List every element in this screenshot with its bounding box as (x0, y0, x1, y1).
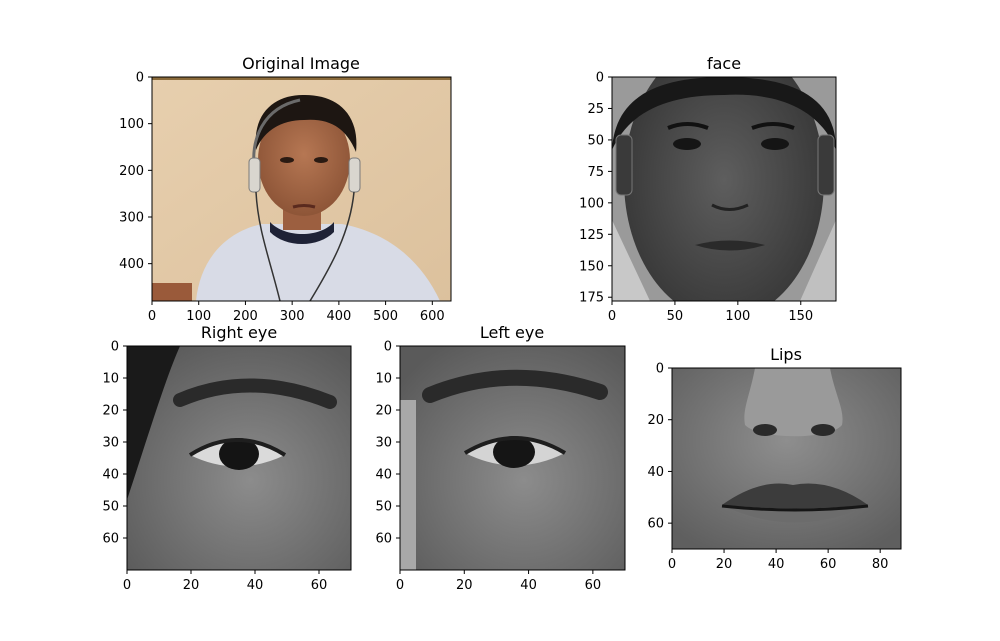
y-tick-label: 40 (375, 468, 392, 483)
y-tick-label: 200 (119, 164, 144, 179)
lips-ticks: 0 20 40 60 80 0 20 40 60 (647, 362, 888, 573)
y-tick-label: 60 (375, 532, 392, 547)
y-tick-label: 0 (111, 340, 119, 355)
y-tick-label: 10 (375, 372, 392, 387)
x-tick-label: 40 (247, 578, 264, 593)
y-tick-label: 30 (375, 436, 392, 451)
face-frame (611, 76, 837, 302)
x-tick-label: 300 (280, 309, 305, 324)
x-tick-label: 80 (872, 557, 889, 572)
panel-left-eye: 0 20 40 60 0 10 20 30 40 50 60 Left eye (375, 323, 626, 594)
y-tick-label: 0 (596, 71, 604, 86)
face-title: face (707, 54, 741, 73)
x-tick-label: 200 (233, 309, 258, 324)
left-eye-title: Left eye (480, 323, 544, 342)
y-tick-label: 300 (119, 211, 144, 226)
original-image-photo (152, 77, 451, 301)
y-tick-label: 20 (102, 404, 119, 419)
x-tick-label: 20 (456, 578, 473, 593)
y-tick-label: 175 (579, 291, 604, 306)
x-tick-label: 0 (396, 578, 404, 593)
y-tick-label: 40 (102, 468, 119, 483)
x-tick-label: 500 (373, 309, 398, 324)
x-tick-label: 400 (326, 309, 351, 324)
x-tick-label: 100 (186, 309, 211, 324)
y-tick-label: 0 (656, 362, 664, 377)
panel-right-eye: 0 20 40 60 0 10 20 30 40 50 60 Right eye (102, 323, 352, 594)
lips-frame (671, 367, 902, 550)
y-tick-label: 150 (579, 259, 604, 274)
y-tick-label: 100 (119, 117, 144, 132)
lips-image (672, 368, 901, 549)
panel-face: 0 50 100 150 0 25 50 75 100 125 150 175 face (579, 54, 837, 325)
original-image-title: Original Image (242, 54, 360, 73)
y-tick-label: 25 (587, 102, 604, 117)
y-tick-label: 60 (102, 532, 119, 547)
right-eye-ticks: 0 20 40 60 0 10 20 30 40 50 60 (102, 340, 327, 594)
x-tick-label: 100 (725, 309, 750, 324)
panel-lips: 0 20 40 60 80 0 20 40 60 Lips (647, 345, 902, 573)
y-tick-label: 50 (375, 500, 392, 515)
x-tick-label: 60 (585, 578, 602, 593)
x-tick-label: 0 (608, 309, 616, 324)
left-eye-ticks: 0 20 40 60 0 10 20 30 40 50 60 (375, 340, 601, 594)
face-image (612, 77, 836, 301)
y-tick-label: 20 (647, 413, 664, 428)
right-eye-frame (126, 345, 352, 571)
x-tick-label: 150 (788, 309, 813, 324)
left-eye-image (400, 346, 625, 570)
x-tick-label: 50 (667, 309, 684, 324)
right-eye-image (127, 346, 351, 570)
y-tick-label: 125 (579, 228, 604, 243)
y-tick-label: 0 (136, 71, 144, 86)
y-tick-label: 30 (102, 436, 119, 451)
x-tick-label: 0 (668, 557, 676, 572)
x-tick-label: 20 (716, 557, 733, 572)
y-tick-label: 20 (375, 404, 392, 419)
lips-title: Lips (770, 345, 802, 364)
y-tick-label: 75 (587, 165, 604, 180)
x-tick-label: 0 (148, 309, 156, 324)
right-eye-title: Right eye (201, 323, 277, 342)
y-tick-label: 40 (647, 465, 664, 480)
x-tick-label: 40 (520, 578, 537, 593)
x-tick-label: 60 (820, 557, 837, 572)
y-tick-label: 60 (647, 517, 664, 532)
face-ticks: 0 50 100 150 0 25 50 75 100 125 150 175 (579, 71, 813, 325)
x-tick-label: 40 (768, 557, 785, 572)
x-tick-label: 600 (420, 309, 445, 324)
y-tick-label: 100 (579, 196, 604, 211)
y-tick-label: 50 (102, 500, 119, 515)
y-tick-label: 10 (102, 372, 119, 387)
original-image-frame (151, 76, 452, 302)
original-image-ticks: 0 100 200 300 400 500 600 0 100 200 300 400 (119, 71, 445, 325)
y-tick-label: 50 (587, 133, 604, 148)
panel-original-image: 0 100 200 300 400 500 600 0 100 200 300 400 Origina… (119, 54, 452, 325)
left-eye-frame (399, 345, 626, 571)
y-tick-label: 0 (384, 340, 392, 355)
x-tick-label: 20 (183, 578, 200, 593)
x-tick-label: 60 (311, 578, 328, 593)
y-tick-label: 400 (119, 257, 144, 272)
x-tick-label: 0 (123, 578, 131, 593)
